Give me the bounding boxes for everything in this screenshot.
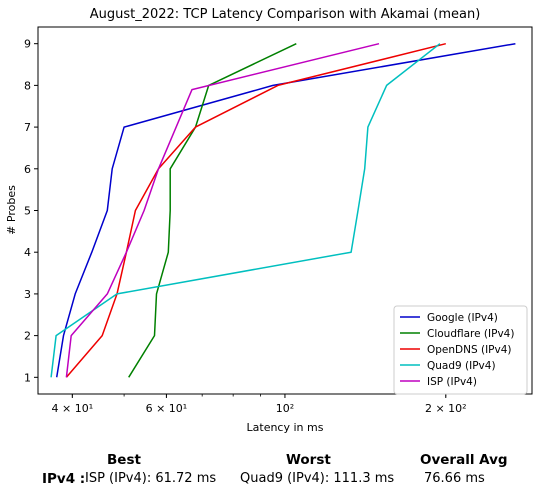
legend-entry: ISP (IPv4) (427, 376, 477, 388)
y-tick-label: 4 (24, 246, 31, 259)
y-tick-label: 7 (24, 121, 31, 134)
series-line-2 (65, 42, 446, 378)
legend-entry: Quad9 (IPv4) (427, 360, 496, 372)
series-lines (50, 42, 516, 378)
summary-best-value: ISP (IPv4): 61.72 ms (85, 471, 217, 486)
chart-title: August_2022: TCP Latency Comparison with… (90, 7, 481, 22)
summary-avg-value: 76.66 ms (424, 471, 485, 486)
x-tick-label: 2 × 10² (425, 402, 467, 415)
summary-row-label: IPv4 : (42, 471, 86, 487)
legend-entry: Cloudflare (IPv4) (427, 328, 514, 340)
y-tick-label: 9 (24, 38, 31, 51)
series-line-3 (50, 43, 441, 378)
y-tick-label: 1 (24, 371, 31, 384)
y-tick-label: 6 (24, 163, 31, 176)
x-tick-label: 6 × 10¹ (146, 402, 188, 415)
x-tick-label: 10² (276, 402, 294, 415)
legend-entry: Google (IPv4) (427, 312, 498, 324)
x-axis-ticks: 4 × 10¹ 6 × 10¹ 10² 2 × 10² (52, 394, 467, 415)
y-axis-ticks: 1 2 3 4 5 6 7 8 9 (24, 38, 38, 384)
summary-worst-header: Worst (286, 452, 331, 468)
chart-legend: Google (IPv4) Cloudflare (IPv4) OpenDNS (I… (393, 305, 528, 395)
legend-entry: OpenDNS (IPv4) (427, 344, 512, 356)
summary-avg-header: Overall Avg (420, 452, 508, 468)
x-axis-label: Latency in ms (247, 421, 324, 434)
y-tick-label: 2 (24, 330, 31, 343)
series-line-1 (128, 43, 297, 378)
latency-chart: August_2022: TCP Latency Comparison with… (5, 7, 533, 434)
summary-worst-value: Quad9 (IPv4): 111.3 ms (240, 471, 395, 486)
summary-best-header: Best (107, 452, 141, 468)
y-axis-label: # Probes (5, 185, 18, 235)
x-tick-label: 4 × 10¹ (52, 402, 94, 415)
y-tick-label: 8 (24, 79, 31, 92)
y-tick-label: 3 (24, 288, 31, 301)
y-tick-label: 5 (24, 205, 31, 218)
series-line-4 (65, 42, 380, 378)
series-line-0 (55, 42, 516, 378)
legend-box (393, 305, 528, 395)
